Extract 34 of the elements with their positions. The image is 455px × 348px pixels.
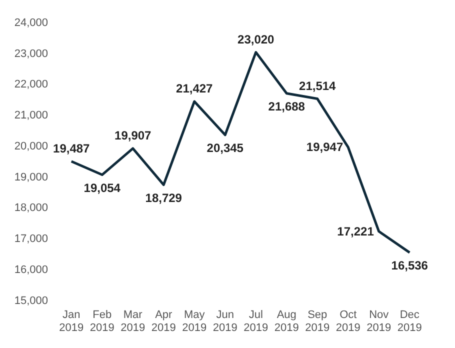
data-label: 19,487: [53, 141, 90, 156]
data-label: 21,514: [299, 78, 336, 93]
data-label: 23,020: [238, 32, 275, 46]
y-tick-label: 16,000: [14, 264, 48, 276]
data-label: 17,221: [337, 224, 374, 238]
x-tick-label: Dec 2019: [397, 309, 422, 334]
x-tick-label: Jun 2019: [212, 309, 238, 334]
data-label: 16,536: [391, 258, 428, 273]
x-tick-label: May 2019: [182, 309, 207, 334]
x-tick-label: Jan 2019: [59, 309, 84, 334]
y-tick-label: 15,000: [14, 294, 48, 307]
y-tick-label: 18,000: [14, 202, 48, 214]
y-tick-label: 22,000: [14, 78, 48, 91]
data-label: 19,947: [306, 140, 344, 154]
data-label: 18,729: [145, 190, 182, 205]
x-tick-label: Aug 2019: [274, 309, 299, 334]
x-tick-label: Oct 2019: [336, 309, 360, 334]
x-tick-label: Apr 2019: [151, 309, 176, 334]
y-tick-label: 20,000: [14, 140, 48, 152]
y-tick-label: 19,000: [14, 171, 48, 184]
data-label: 19,054: [84, 180, 121, 195]
data-label: 21,427: [176, 81, 214, 96]
x-tick-label: Sep 2019: [305, 309, 330, 334]
y-tick-label: 24,000: [14, 16, 48, 29]
data-label: 19,907: [114, 128, 152, 142]
x-tick-label: Mar 2019: [120, 309, 146, 334]
x-tick-label: Nov 2019: [366, 309, 392, 334]
data-label: 20,345: [206, 140, 244, 155]
y-tick-label: 17,000: [14, 233, 48, 246]
y-tick-label: 23,000: [14, 48, 48, 60]
x-tick-label: Jul 2019: [244, 309, 268, 334]
data-label: 21,688: [268, 99, 306, 114]
x-tick-label: Feb 2019: [90, 309, 114, 334]
y-tick-label: 21,000: [14, 110, 48, 122]
